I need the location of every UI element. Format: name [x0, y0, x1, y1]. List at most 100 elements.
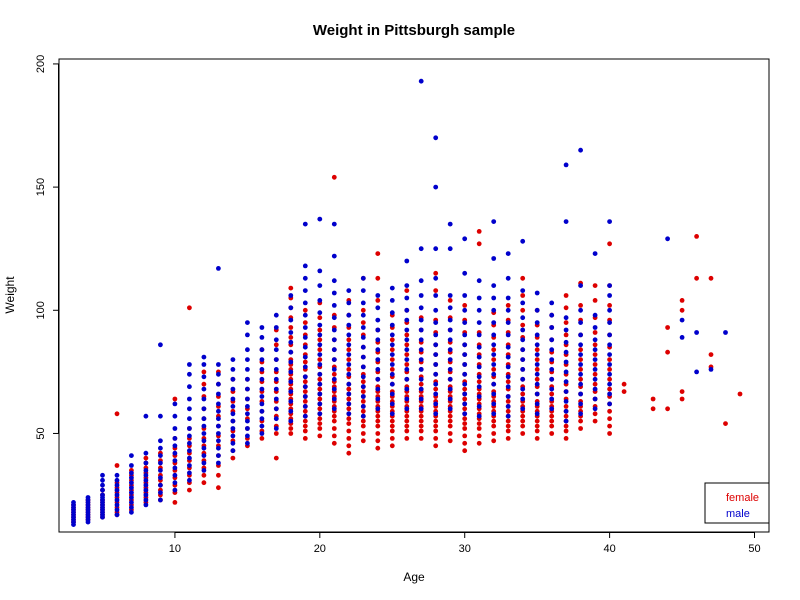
point-male	[433, 332, 439, 338]
point-female	[302, 408, 308, 414]
point-female	[259, 436, 265, 441]
point-male	[143, 482, 149, 488]
point-female	[563, 293, 569, 298]
point-female	[563, 423, 569, 429]
point-male	[71, 500, 76, 505]
point-male	[404, 396, 410, 402]
point-male	[491, 342, 497, 348]
point-male	[491, 320, 497, 325]
point-female	[302, 418, 308, 424]
point-male	[201, 354, 207, 360]
point-male	[433, 371, 439, 377]
point-female	[578, 418, 583, 424]
point-male	[462, 381, 468, 387]
x-axis-label: Age	[403, 570, 425, 584]
point-male	[592, 367, 598, 372]
point-male	[273, 416, 279, 422]
point-male	[172, 443, 178, 449]
point-male	[578, 352, 583, 357]
point-female	[346, 443, 352, 449]
point-male	[607, 293, 612, 298]
point-male	[534, 371, 540, 377]
point-male	[245, 320, 250, 325]
point-male	[230, 448, 236, 454]
point-male	[331, 315, 337, 321]
point-female	[476, 426, 482, 431]
point-female	[476, 229, 482, 234]
point-male	[433, 352, 439, 357]
point-male	[100, 492, 105, 498]
point-male	[549, 312, 555, 318]
point-male	[578, 283, 583, 288]
point-male	[158, 453, 163, 458]
point-male	[592, 251, 598, 256]
point-female	[331, 413, 337, 419]
point-male	[578, 391, 583, 397]
point-male	[187, 406, 192, 412]
point-male	[534, 401, 540, 407]
point-female	[592, 411, 598, 417]
point-male	[491, 401, 497, 407]
point-female	[520, 391, 526, 397]
point-female	[607, 367, 612, 372]
point-female	[418, 413, 424, 419]
point-male	[129, 490, 134, 495]
point-male	[462, 320, 468, 325]
point-male	[331, 290, 337, 296]
point-female	[520, 307, 526, 313]
point-female	[476, 440, 482, 446]
point-female	[317, 406, 323, 412]
point-male	[346, 352, 352, 357]
point-male	[462, 401, 468, 407]
point-male	[491, 352, 497, 357]
point-male	[216, 453, 221, 458]
point-male	[520, 357, 526, 362]
point-male	[273, 337, 279, 343]
legend-box	[704, 482, 770, 524]
point-male	[447, 406, 453, 412]
point-male	[317, 411, 323, 417]
point-male	[317, 332, 323, 338]
point-male	[520, 238, 526, 244]
point-male	[389, 381, 395, 387]
point-female	[302, 359, 308, 365]
point-male	[302, 344, 308, 350]
point-female	[418, 428, 424, 434]
point-male	[549, 367, 555, 372]
point-male	[129, 453, 134, 458]
point-male	[447, 327, 453, 333]
point-female	[563, 428, 569, 434]
point-female	[447, 423, 453, 429]
point-male	[288, 305, 294, 311]
point-male	[549, 347, 555, 353]
point-male	[389, 401, 395, 407]
point-male	[259, 386, 265, 392]
point-male	[418, 367, 424, 372]
point-male	[245, 367, 250, 372]
point-male	[230, 426, 236, 431]
point-female	[520, 293, 526, 298]
point-male	[230, 367, 236, 372]
point-male	[216, 401, 221, 407]
point-male	[607, 391, 612, 397]
point-male	[404, 367, 410, 372]
point-male	[143, 477, 149, 483]
point-male	[491, 362, 497, 367]
point-female	[404, 413, 410, 419]
point-male	[607, 381, 612, 387]
point-male	[143, 460, 149, 466]
point-male	[549, 376, 555, 382]
point-female	[404, 352, 410, 357]
point-male	[607, 320, 612, 325]
point-male	[404, 307, 410, 313]
point-female	[433, 418, 439, 424]
point-male	[418, 293, 424, 298]
point-female	[679, 389, 685, 394]
point-male	[476, 332, 482, 338]
point-female	[172, 500, 178, 505]
point-male	[273, 312, 279, 318]
point-male	[346, 300, 352, 306]
point-male	[302, 263, 308, 269]
point-male	[694, 369, 699, 375]
point-male	[491, 283, 497, 288]
